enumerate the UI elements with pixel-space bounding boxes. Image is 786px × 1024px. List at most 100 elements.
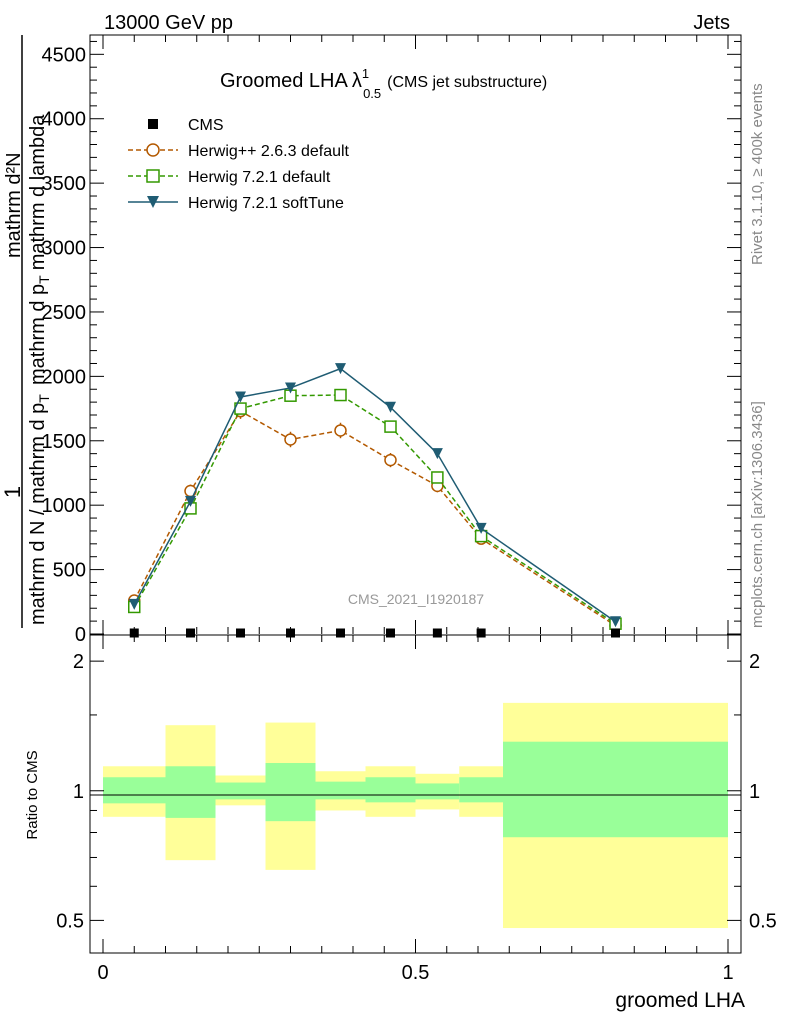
y-tick-label: 1000 [42,495,87,517]
ratio-tick-label-right: 1 [749,781,760,803]
data-point [336,628,345,638]
ylabel-norm: mathrm d N / mathrm d pT [27,394,52,625]
data-point [335,363,346,375]
x-axis-label: groomed LHA [615,989,745,1012]
legend-label: Herwig++ 2.6.3 default [188,143,350,160]
ylabel-norm-sub: T [36,394,52,403]
ratio-x-ticks: 0 0.5 1 [97,635,734,984]
ratio-tick-label-left: 1 [73,781,84,803]
data-point [284,433,297,446]
data-point [431,471,444,484]
ratio-band-green [103,777,166,804]
legend-entry: Herwig 7.2.1 default [128,169,331,186]
category-label: Jets [693,12,730,34]
ratio-band-green [365,777,416,803]
data-point [285,382,296,394]
ylabel-denom-sub: T [36,275,52,284]
ratio-band-green [503,741,728,838]
ratio-band-green [415,783,460,800]
data-point [146,169,160,183]
mcplots-label: mcplots.cern.ch [arXiv:1306.3436] [749,401,766,628]
data-point [185,495,196,507]
x-tick-label: 0 [97,962,108,984]
data-point [129,628,139,638]
ylabel-denom: mathrm d pTmathrm d lambda [27,114,52,385]
ratio-tick-label-right: 0.5 [749,910,777,932]
ratio-band-green [459,777,503,803]
data-point [384,453,397,467]
main-x-ticks [102,35,729,634]
data-point [128,598,140,610]
ratio-tick-label-left: 2 [73,651,84,673]
data-point [386,628,395,638]
series-cms [129,628,620,638]
y-tick-label: 4500 [42,44,87,66]
data-point [334,424,347,437]
main-y-ticks: 0 500 1000 1500 2000 2500 3000 3500 4000 4500 [42,40,741,646]
rivet-version-label: Rivet 3.1.10, ≥ 400k events [749,83,766,265]
data-point [148,119,158,129]
series-line [133,394,616,625]
data-point [147,196,159,208]
ylabel-norm-text: mathrm d N / mathrm d p [27,403,49,625]
data-point [186,628,195,638]
energy-label: 13000 GeV pp [104,12,233,34]
data-point [611,628,620,638]
title-sup: 1 [362,66,369,81]
legend-entry: Herwig++ 2.6.3 default [128,143,350,160]
ratio-panel: 0.5 0.51 12 2 0 0.5 1 Ratio to CMS groomed LH… [24,634,777,1012]
x-tick-label: 1 [722,962,733,984]
series-herwig-7-2-1-softtune [128,363,621,628]
main-panel: 0 500 1000 1500 2000 2500 3000 3500 4000 4500 Gro… [42,34,742,646]
ratio-y-label: Ratio to CMS [24,750,41,839]
ylabel-denom-a: mathrm d p [27,284,49,385]
data-point [431,448,443,460]
ylabel-denom-b: mathrm d lambda [27,114,49,270]
y-tick-label: 2500 [42,302,87,324]
legend-entry: CMS [148,117,224,134]
legend-label: CMS [188,117,224,134]
y-tick-label: 3500 [42,173,87,195]
ratio-band-green [165,766,216,818]
ratio-y-ticks: 0.5 0.5 1 1 2 2 [56,651,777,932]
analysis-label: CMS_2021_I1920187 [348,591,484,607]
legend: CMS Herwig++ 2.6.3 default Herwig 7.2.1 de… [128,117,350,212]
main-y-axis-label: 1 mathrm d N / mathrm d pT mathrm d²N ma… [0,35,52,628]
ratio-tick-label-right: 2 [749,651,760,673]
series-line [133,410,616,627]
data-point [385,401,396,413]
legend-entry: Herwig 7.2.1 softTune [128,195,344,212]
data-point [610,616,621,628]
ratio-band-green [315,781,366,800]
y-tick-label: 1500 [42,431,87,453]
title-sub: 0.5 [363,86,381,101]
data-point [235,391,246,403]
title-note: (CMS jet substructure) [387,74,547,91]
ratio-band-green [215,782,266,800]
title-symbol: λ [352,70,362,92]
legend-label: Herwig 7.2.1 softTune [188,195,344,212]
ratio-bands [103,702,728,929]
ratio-tick-label-left: 0.5 [56,910,84,932]
data-point [146,143,160,157]
data-point [334,388,347,402]
title-text: Groomed LHA [220,70,348,92]
legend-label: Herwig 7.2.1 default [188,169,331,186]
y-tick-label: 4000 [42,109,87,131]
ylabel-numer: mathrm d²N [3,152,25,258]
y-tick-label: 0 [75,624,86,646]
data-point [236,628,245,638]
data-point [432,628,442,638]
ratio-band-green [265,763,316,822]
series-layer [128,363,622,638]
y-tick-label: 2000 [42,366,87,388]
data-point [475,522,487,534]
y-tick-label: 500 [53,560,86,582]
data-point [384,420,397,433]
chart-title: Groomed LHA λ1 0.5 (CMS jet substructure) [220,66,547,101]
x-tick-label: 0.5 [402,962,430,984]
series-line [133,367,616,623]
data-point [286,628,295,638]
data-point [476,628,486,638]
